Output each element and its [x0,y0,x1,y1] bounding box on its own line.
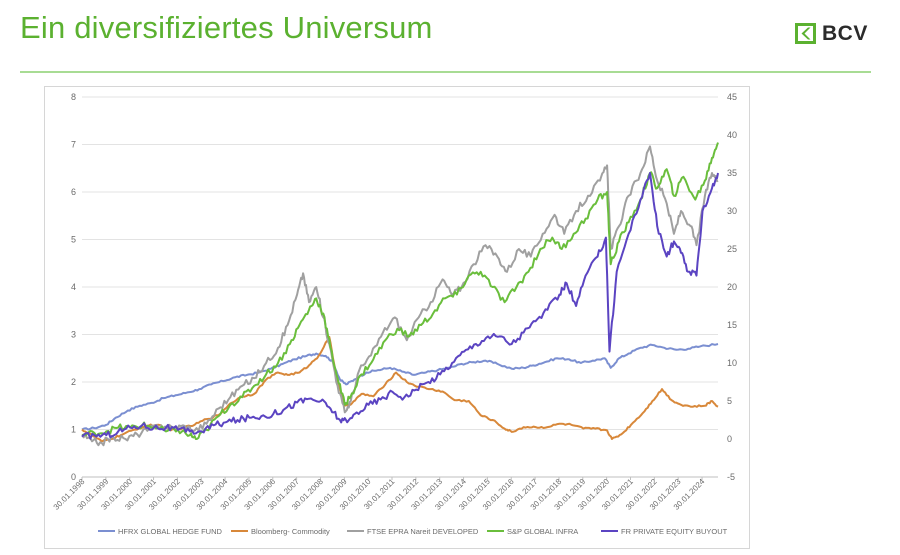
right-axis-tick-label: 5 [727,396,732,406]
left-axis-tick-label: 4 [71,282,76,292]
right-axis-tick-label: 35 [727,168,737,178]
legend-label-3: S&P GLOBAL INFRA [507,527,578,536]
series-line-2 [81,145,719,447]
right-axis-tick-label: 45 [727,92,737,102]
left-axis-tick-label: 8 [71,92,76,102]
left-axis-tick-label: 5 [71,235,76,245]
legend-label-4: FR PRIVATE EQUITY BUYOUT [621,527,728,536]
right-axis-tick-label: 30 [727,206,737,216]
right-axis-tick-label: 15 [727,320,737,330]
legend-label-0: HFRX GLOBAL HEDGE FUND [118,527,222,536]
legend-label-1: Bloomberg- Commodity [251,527,330,536]
right-axis-tick-label: -5 [727,472,735,482]
right-axis-tick-label: 0 [727,434,732,444]
left-axis-tick-label: 2 [71,377,76,387]
left-axis-tick-label: 6 [71,187,76,197]
series-line-0 [81,343,719,431]
chart-container: 0 1 2 3 4 5 6 7 8 -5 0 5 10 15 20 25 30 35 40 45 30.01.1998 3… [44,86,750,549]
page-title: Ein diversifiziertes Universum [20,10,433,45]
series-line-3 [81,142,719,440]
left-axis-tick-label: 0 [71,472,76,482]
logo: BCV [795,21,868,45]
left-axis-tick-label: 1 [71,425,76,435]
series-line-4 [81,172,719,440]
right-axis-tick-label: 10 [727,358,737,368]
series-line-1 [81,335,719,443]
left-axis-tick-label: 7 [71,140,76,150]
right-axis-tick-label: 25 [727,244,737,254]
left-axis-tick-label: 3 [71,330,76,340]
bcv-logo-icon [795,22,816,44]
right-axis-tick-label: 20 [727,282,737,292]
title-divider [20,71,871,73]
legend-label-2: FTSE EPRA Nareit DEVELOPED [367,527,479,536]
right-axis-tick-label: 40 [727,130,737,140]
line-chart: 012345678-505101520253035404530.01.19983… [52,92,737,536]
logo-text: BCV [822,21,868,45]
